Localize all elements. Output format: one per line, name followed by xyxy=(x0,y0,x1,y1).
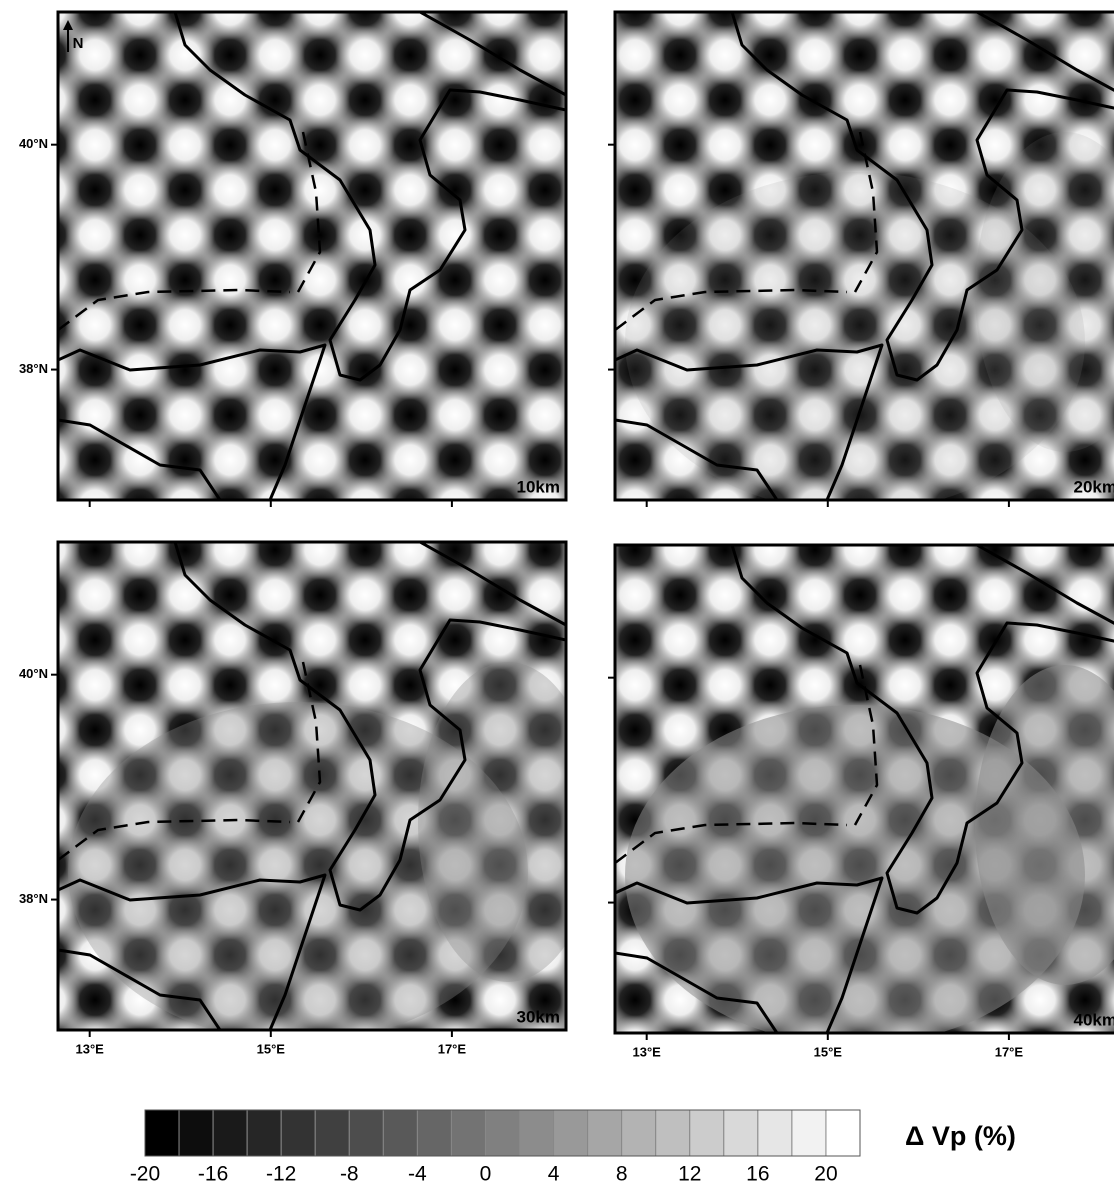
map-panel xyxy=(615,12,1114,500)
colorbar-tick-label: -16 xyxy=(198,1163,228,1186)
map-panel xyxy=(58,542,566,1030)
colorbar-box xyxy=(280,1109,316,1157)
north-arrow-head xyxy=(63,20,73,30)
colorbar-box xyxy=(382,1109,418,1157)
colorbar-tick-label: 20 xyxy=(814,1163,837,1186)
depth-label: 10km xyxy=(517,477,560,496)
colorbar-box xyxy=(791,1109,827,1157)
recovery-zone xyxy=(68,702,528,1030)
colorbar-tick-label: 4 xyxy=(548,1163,560,1186)
x-tick-label: 15°E xyxy=(257,1041,286,1056)
x-tick-label: 13°E xyxy=(76,1041,105,1056)
x-tick-label: 15°E xyxy=(814,1044,843,1059)
map-panel xyxy=(615,545,1114,1033)
y-tick-label: 38°N xyxy=(19,891,48,906)
colorbar-box xyxy=(757,1109,793,1157)
colorbar-box xyxy=(587,1109,623,1157)
y-tick-label: 40°N xyxy=(19,136,48,151)
colorbar-tick-label: -4 xyxy=(408,1163,427,1186)
panel-frame xyxy=(56,10,568,502)
colorbar-tick-label: 0 xyxy=(480,1163,492,1186)
colorbar-box xyxy=(723,1109,759,1157)
colorbar-tick-label: -12 xyxy=(266,1163,296,1186)
colorbar-title: Δ Vp (%) xyxy=(905,1121,1016,1151)
x-tick-label: 17°E xyxy=(995,1044,1024,1059)
north-label: N xyxy=(73,35,84,52)
depth-label: 30km xyxy=(517,1007,560,1026)
colorbar-box xyxy=(314,1109,350,1157)
colorbar-box xyxy=(144,1109,180,1157)
recovery-zone xyxy=(418,662,566,982)
checkerboard xyxy=(615,12,1114,500)
colorbar-tick-label: 12 xyxy=(678,1163,701,1186)
y-tick-label: 40°N xyxy=(19,666,48,681)
colorbar-box xyxy=(553,1109,589,1157)
colorbar-tick-label: 8 xyxy=(616,1163,628,1186)
colorbar-box xyxy=(655,1109,691,1157)
colorbar-box xyxy=(246,1109,282,1157)
colorbar-box xyxy=(689,1109,725,1157)
panel-frame xyxy=(56,540,568,1032)
y-tick-label: 38°N xyxy=(19,361,48,376)
depth-label: 20km xyxy=(1074,477,1114,496)
colorbar-tick-label: -8 xyxy=(340,1163,359,1186)
recovery-zone xyxy=(625,705,1085,1033)
colorbar-frame xyxy=(144,1109,861,1157)
colorbar-box xyxy=(348,1109,384,1157)
colorbar-tick-label: -20 xyxy=(130,1163,160,1186)
colorbar-box xyxy=(621,1109,657,1157)
colorbar-box xyxy=(519,1109,555,1157)
panel-frame xyxy=(613,10,1114,502)
recovery-zone xyxy=(625,172,1085,500)
colorbar-box xyxy=(484,1109,521,1157)
recovery-zone xyxy=(975,132,1114,452)
checkerboard xyxy=(58,12,566,500)
x-tick-label: 13°E xyxy=(633,1044,662,1059)
colorbar-box xyxy=(450,1109,486,1157)
colorbar-box xyxy=(416,1109,452,1157)
depth-label: 40km xyxy=(1074,1010,1114,1029)
recovery-zone xyxy=(975,665,1114,985)
colorbar-box xyxy=(825,1109,861,1157)
panel-frame xyxy=(613,543,1114,1035)
x-tick-label: 17°E xyxy=(438,1041,467,1056)
colorbar-box xyxy=(178,1109,214,1157)
map-panel xyxy=(58,12,566,500)
colorbar-box xyxy=(212,1109,248,1157)
colorbar-tick-label: 16 xyxy=(746,1163,769,1186)
